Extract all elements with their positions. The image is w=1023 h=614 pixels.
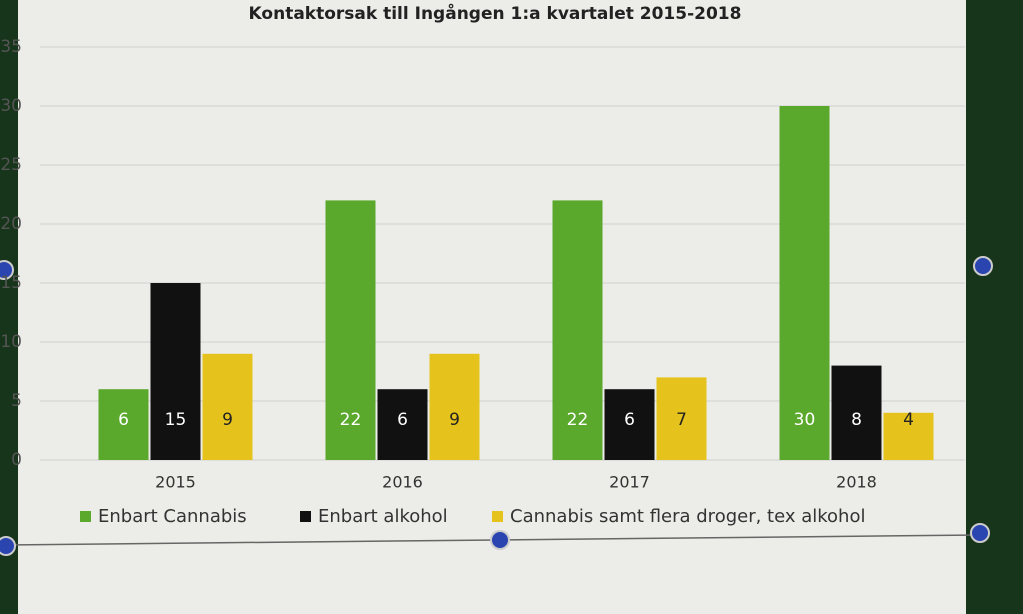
- bar: [429, 353, 480, 460]
- y-tick-label: 5: [11, 391, 22, 411]
- legend-label: Cannabis samt flera droger, tex alkohol: [510, 506, 865, 527]
- x-tick-label: 2015: [155, 473, 196, 492]
- legend-label: Enbart alkohol: [318, 506, 448, 527]
- y-tick-label: 15: [0, 273, 22, 293]
- x-tick-label: 2016: [382, 473, 423, 492]
- data-label: 9: [222, 410, 233, 430]
- y-tick-label: 35: [0, 37, 22, 57]
- legend-swatch: [80, 511, 91, 522]
- bar: [831, 365, 882, 460]
- data-label: 6: [624, 410, 635, 430]
- bar: [325, 200, 376, 460]
- data-label: 4: [903, 410, 914, 430]
- y-tick-label: 20: [0, 214, 22, 234]
- bar: [552, 200, 603, 460]
- data-label: 9: [449, 410, 460, 430]
- handle: [490, 530, 510, 550]
- y-tick-label: 30: [0, 96, 22, 116]
- data-label: 8: [851, 410, 862, 430]
- data-label: 22: [340, 410, 362, 430]
- bar: [150, 283, 201, 460]
- data-label: 22: [567, 410, 589, 430]
- handle: [0, 536, 16, 556]
- y-tick-label: 25: [0, 155, 22, 175]
- handle: [973, 256, 993, 276]
- bar: [202, 353, 253, 460]
- legend-swatch: [492, 511, 503, 522]
- data-label: 6: [118, 410, 129, 430]
- bar: [377, 389, 428, 460]
- handle: [970, 523, 990, 543]
- data-label: 15: [165, 410, 187, 430]
- data-label: 6: [397, 410, 408, 430]
- x-tick-label: 2018: [836, 473, 877, 492]
- bar: [779, 106, 830, 460]
- bar: [656, 377, 707, 460]
- chart-title: Kontaktorsak till Ingången 1:a kvartalet…: [249, 2, 742, 24]
- y-tick-label: 10: [0, 332, 22, 352]
- data-label: 30: [794, 410, 816, 430]
- data-label: 7: [676, 410, 687, 430]
- bar: [883, 412, 934, 460]
- bar: [98, 389, 149, 460]
- bar: [604, 389, 655, 460]
- x-tick-label: 2017: [609, 473, 650, 492]
- legend-label: Enbart Cannabis: [98, 506, 247, 527]
- legend-swatch: [300, 511, 311, 522]
- handle: [0, 260, 14, 280]
- y-tick-label: 0: [11, 450, 22, 470]
